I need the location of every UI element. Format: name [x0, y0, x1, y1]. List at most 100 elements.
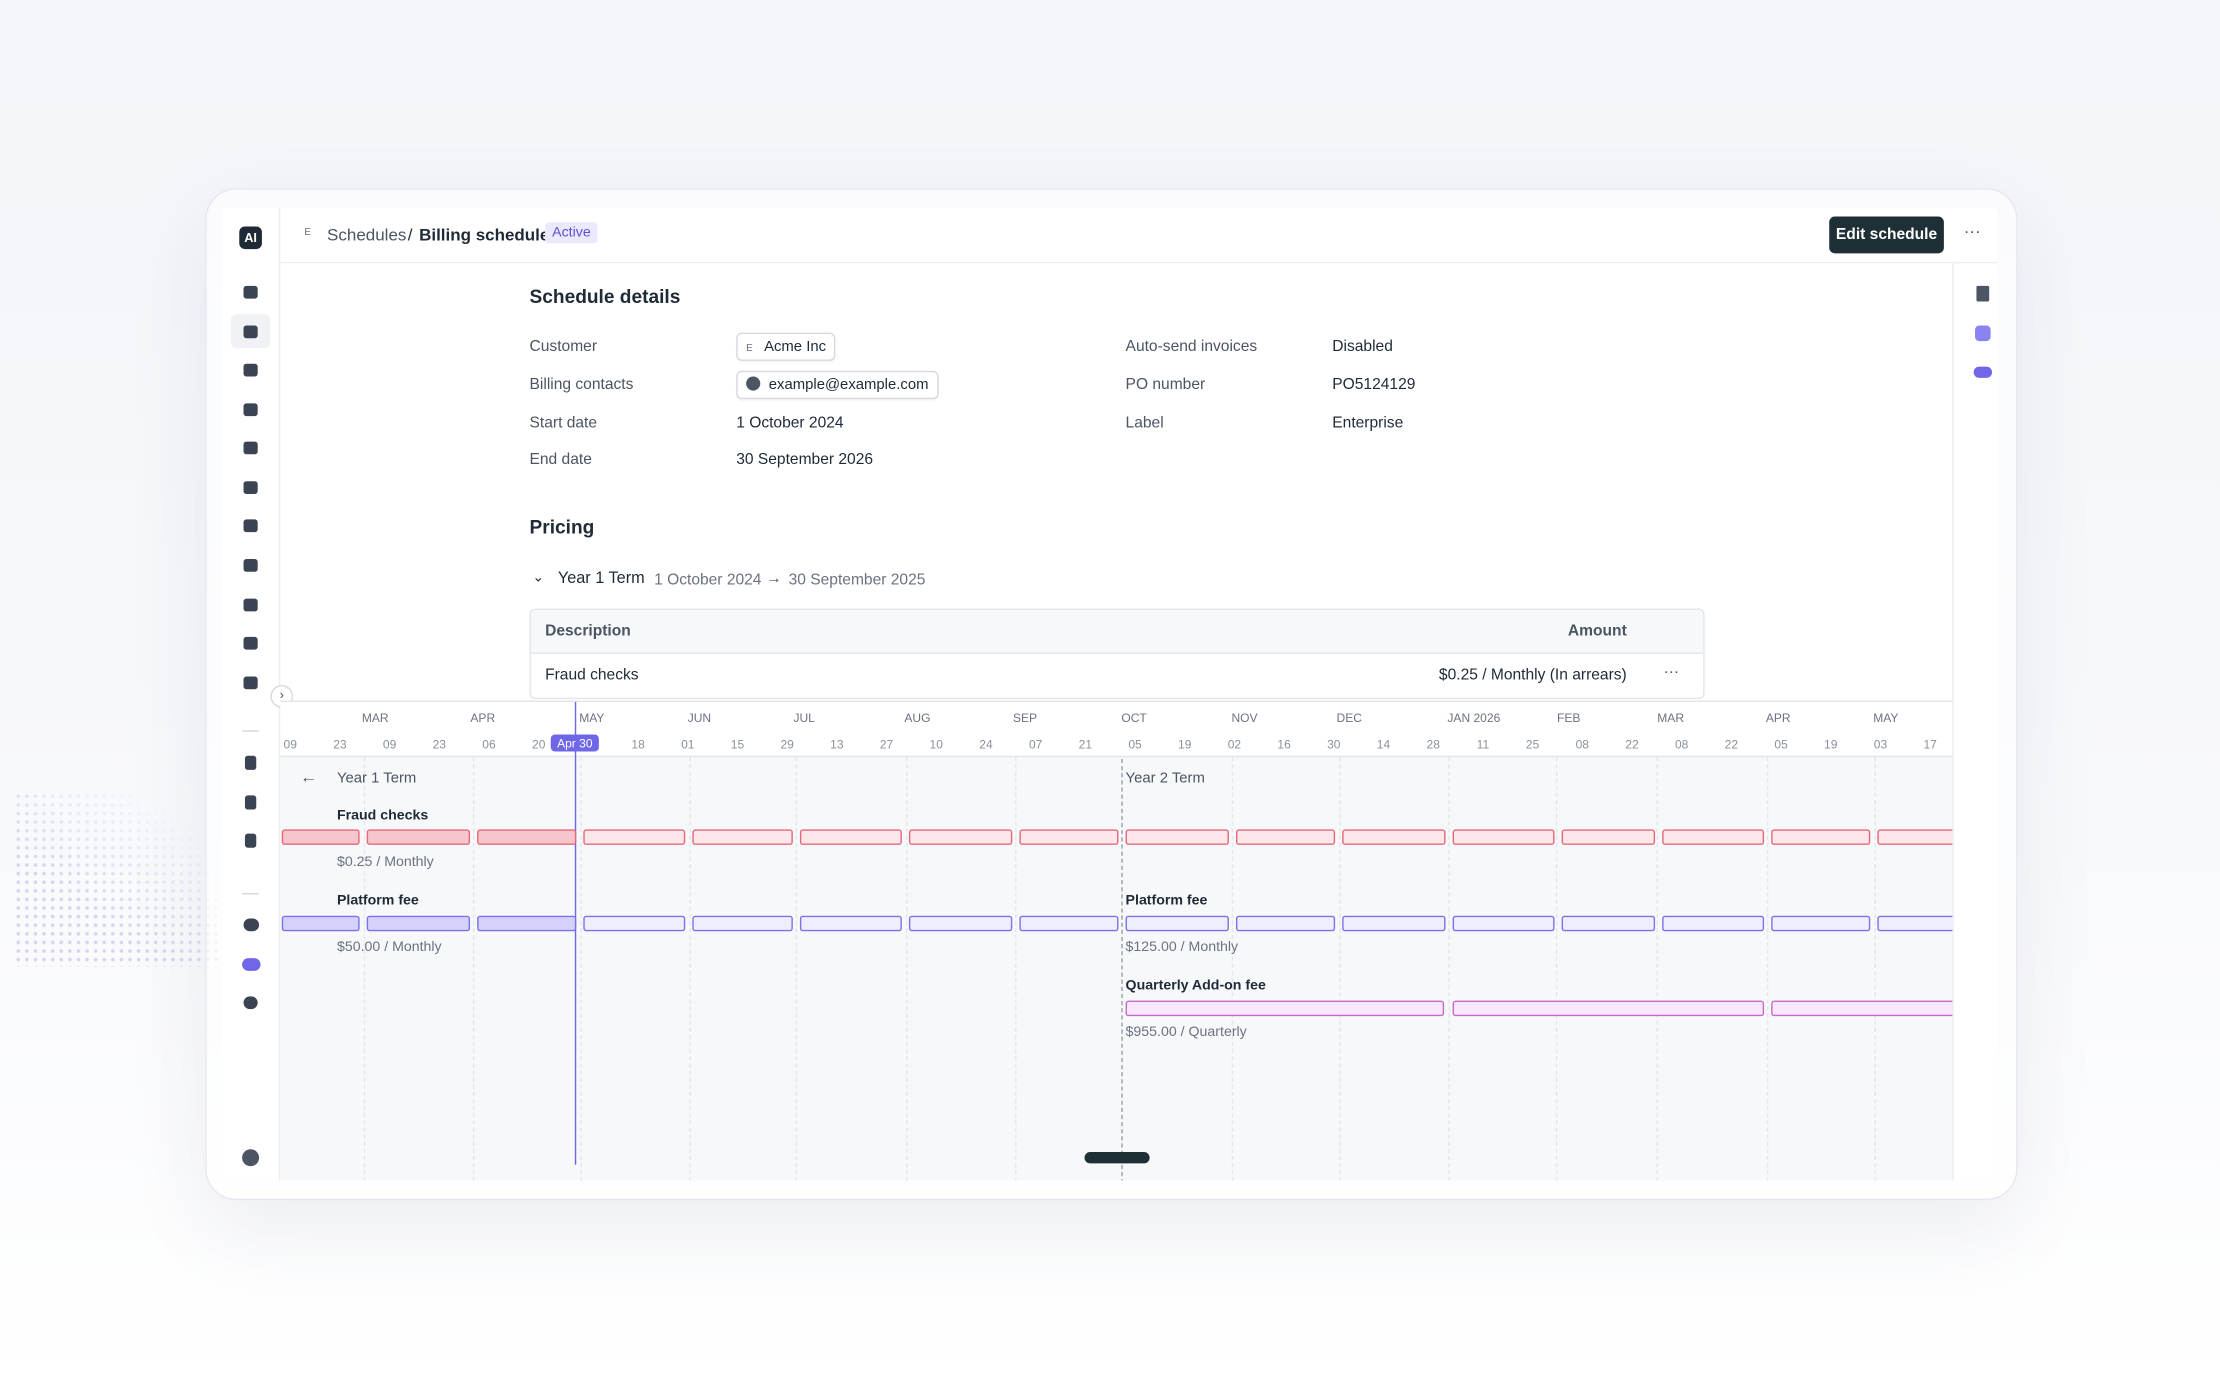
schedule-bar[interactable]	[692, 915, 793, 932]
schedule-bar[interactable]	[366, 829, 471, 845]
day-label: 07	[1028, 737, 1043, 752]
month-label: OCT	[1121, 710, 1147, 725]
nav-icon[interactable]	[243, 481, 258, 494]
lane-price: $125.00 / Monthly	[1125, 939, 1239, 956]
schedule-bar[interactable]	[1771, 915, 1871, 932]
breadcrumb-link[interactable]: Schedules	[327, 225, 407, 245]
contact-chip[interactable]: example@example.com	[736, 370, 939, 399]
customer-chip[interactable]: E Acme Inc	[736, 332, 836, 361]
app-window: AI › E Schedules / Billing schedule Acti…	[222, 208, 1998, 1181]
schedule-bar[interactable]	[583, 915, 686, 932]
bookmark-icon[interactable]	[244, 833, 257, 848]
schedule-bar[interactable]	[1877, 915, 1953, 932]
field-label: PO number	[1125, 376, 1206, 394]
chip-icon: E	[746, 343, 753, 354]
schedule-bar[interactable]	[1561, 915, 1656, 932]
schedule-bar[interactable]	[1342, 829, 1446, 845]
day-label: 16	[1277, 737, 1291, 752]
nav-icon[interactable]	[243, 676, 258, 690]
field-label: Billing contacts	[529, 376, 634, 394]
schedule-bar[interactable]	[366, 915, 471, 932]
schedule-bar[interactable]	[583, 829, 686, 845]
schedule-bar[interactable]	[281, 829, 360, 845]
nav-icon[interactable]	[243, 403, 258, 417]
grid-line	[1231, 757, 1234, 1181]
schedule-bar[interactable]	[1877, 829, 1953, 845]
grid-line	[1448, 757, 1450, 1181]
schedule-bar[interactable]	[692, 829, 793, 845]
schedule-bar[interactable]	[799, 829, 902, 845]
schedule-bar[interactable]	[1771, 829, 1871, 845]
integration-icon[interactable]	[241, 958, 260, 971]
breadcrumb-separator: /	[407, 225, 413, 245]
bookmark-icon[interactable]	[244, 795, 257, 810]
sidebar-divider	[242, 730, 260, 732]
schedule-bar[interactable]	[908, 915, 1013, 932]
nav-icon[interactable]	[243, 441, 258, 455]
schedule-bar[interactable]	[1452, 1000, 1765, 1017]
field-label: End date	[529, 452, 592, 470]
nav-icon[interactable]	[243, 598, 258, 612]
schedule-bar[interactable]	[1019, 915, 1119, 932]
schedule-bar[interactable]	[1662, 915, 1765, 932]
schedule-bar[interactable]	[477, 829, 577, 845]
term-name[interactable]: Year 1 Term	[557, 570, 645, 588]
edit-button[interactable]: Edit schedule	[1829, 216, 1944, 254]
nav-icon[interactable]	[243, 559, 258, 572]
lane-name: Platform fee	[336, 893, 419, 909]
nav-icon[interactable]	[243, 285, 258, 299]
day-label: 20	[532, 737, 546, 752]
section-title: Pricing	[529, 516, 595, 538]
schedule-bar[interactable]	[1125, 915, 1229, 932]
schedule-bar[interactable]	[1019, 829, 1119, 845]
field-label: Customer	[529, 338, 598, 356]
nav-icon[interactable]	[243, 519, 258, 533]
schedule-bar[interactable]	[477, 915, 577, 932]
integration-icon[interactable]	[243, 996, 258, 1010]
term-label: Year 2 Term	[1125, 769, 1205, 787]
bookmark-icon[interactable]	[244, 755, 257, 770]
lane-price: $955.00 / Quarterly	[1125, 1024, 1247, 1041]
schedule-bar[interactable]	[1452, 915, 1555, 932]
month-label: APR	[470, 710, 496, 725]
doc-icon[interactable]	[1976, 285, 1990, 302]
row-menu[interactable]: ···	[1663, 663, 1680, 681]
nav-icon[interactable]	[243, 325, 258, 339]
day-label: 22	[1625, 737, 1639, 752]
table-header	[530, 609, 1704, 654]
nav-icon[interactable]	[243, 363, 258, 377]
resize-handle[interactable]	[1084, 1152, 1150, 1164]
schedule-bar[interactable]	[1125, 1000, 1445, 1017]
more-menu[interactable]: ···	[1963, 220, 1981, 241]
field-value: Enterprise	[1332, 414, 1404, 432]
schedule-bar[interactable]	[1235, 829, 1336, 845]
schedule-bar[interactable]	[1771, 1000, 1953, 1017]
schedule-bar[interactable]	[908, 829, 1013, 845]
day-label: 23	[333, 737, 347, 752]
month-label: JUN	[687, 710, 712, 725]
nav-icon[interactable]	[243, 636, 258, 650]
month-label: FEB	[1557, 710, 1581, 725]
schedule-bar[interactable]	[1125, 829, 1229, 845]
app-icon[interactable]	[1975, 325, 1991, 342]
integration-icon[interactable]	[242, 918, 259, 932]
schedule-bar[interactable]	[1235, 915, 1336, 932]
schedule-bar[interactable]	[1561, 829, 1656, 845]
help-icon[interactable]	[242, 1149, 260, 1167]
collapse-icon[interactable]: ⌄	[532, 570, 545, 586]
schedule-bar[interactable]	[1342, 915, 1446, 932]
field-label: Start date	[529, 414, 598, 432]
month-label: DEC	[1336, 710, 1362, 725]
grid-line	[472, 757, 475, 1181]
month-label: APR	[1765, 710, 1791, 725]
schedule-bar[interactable]	[281, 915, 360, 932]
schedule-bar[interactable]	[1452, 829, 1555, 845]
logo[interactable]: AI	[239, 226, 262, 250]
day-label: 02	[1227, 737, 1242, 752]
back-arrow[interactable]: ←	[300, 767, 318, 787]
cloud-icon[interactable]	[1973, 366, 1993, 378]
schedule-bar[interactable]	[799, 915, 902, 932]
month-label: SEP	[1012, 710, 1038, 725]
schedule-bar[interactable]	[1662, 829, 1765, 845]
grid-line	[363, 757, 366, 1181]
